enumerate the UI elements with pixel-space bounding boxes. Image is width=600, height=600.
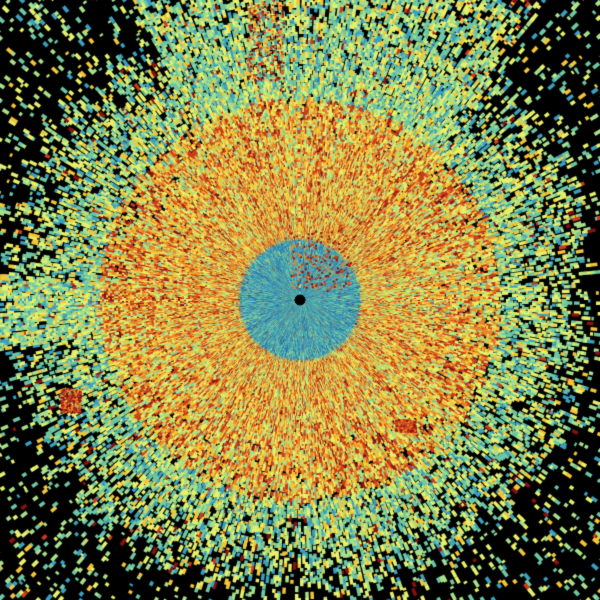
radar-image	[0, 0, 600, 600]
